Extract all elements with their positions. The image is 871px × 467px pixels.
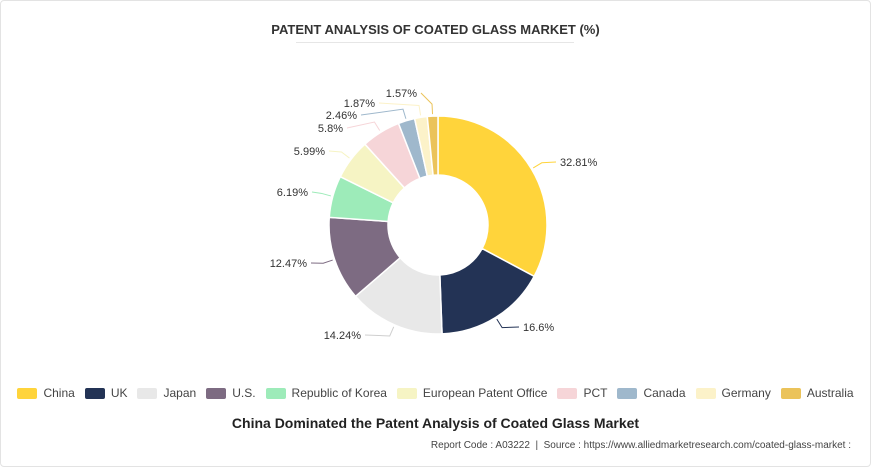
legend-swatch: [557, 387, 578, 399]
data-label-germany: 1.87%: [344, 98, 375, 110]
source-label: Source :: [543, 440, 581, 451]
data-label-u-s: 12.47%: [270, 258, 308, 270]
legend-item-australia[interactable]: Australia: [780, 386, 854, 400]
legend-item-japan[interactable]: Japan: [137, 386, 196, 400]
title-underline: [296, 42, 574, 43]
data-label-european-patent-office: 5.99%: [294, 146, 325, 158]
legend-swatch: [84, 387, 105, 399]
donut-chart: 32.81% 16.6% 14.24% 12.47% 6.19% 5.99% 5.8%2.4…: [270, 88, 598, 342]
legend-swatch: [137, 387, 158, 399]
legend-swatch: [695, 387, 716, 399]
report-footer: Report Code : A03222 | Source : https://…: [431, 440, 851, 451]
data-label-uk: 16.6%: [523, 322, 554, 334]
data-label-china: 32.81%: [560, 157, 598, 169]
leader-line-pct: [346, 121, 381, 131]
legend-swatch: [17, 387, 38, 399]
data-label-republic-of-korea: 6.19%: [277, 187, 308, 199]
legend-label: China: [43, 386, 75, 400]
legend-item-u-s[interactable]: U.S.: [206, 386, 256, 400]
leader-line-germany: [378, 102, 422, 116]
source-url: https://www.alliedmarketresearch.com/coa…: [583, 440, 851, 451]
data-label-canada: 2.46%: [326, 110, 357, 122]
legend-label: Japan: [163, 386, 197, 400]
chart-title: PATENT ANALYSIS OF COATED GLASS MARKET (…: [271, 22, 600, 37]
legend-label: Republic of Korea: [291, 386, 387, 400]
chart-legend: China UK Japan U.S. Republic of Korea Europea…: [0, 386, 871, 400]
slice-australia[interactable]: [426, 115, 439, 177]
legend-item-canada[interactable]: Canada: [617, 386, 686, 400]
data-label-japan: 14.24%: [324, 330, 362, 342]
report-code: A03222: [495, 440, 530, 451]
legend-label: Canada: [643, 386, 686, 400]
leader-line-uk: [496, 318, 520, 329]
legend-item-pct[interactable]: PCT: [557, 386, 607, 400]
legend-item-china[interactable]: China: [17, 386, 75, 400]
legend-label: Australia: [806, 386, 854, 400]
legend-label: European Patent Office: [422, 386, 548, 400]
legend-swatch: [265, 387, 286, 399]
slice-uk[interactable]: [439, 247, 536, 335]
legend-item-germany[interactable]: Germany: [695, 386, 771, 400]
legend-item-republic-of-korea[interactable]: Republic of Korea: [265, 386, 387, 400]
leader-line-european-patent-office: [328, 150, 350, 159]
chart-caption: China Dominated the Patent Analysis of C…: [231, 415, 640, 431]
leader-line-u-s: [310, 259, 333, 264]
data-label-australia: 1.57%: [386, 88, 417, 100]
legend-label: UK: [110, 386, 128, 400]
legend-label: Germany: [721, 386, 771, 400]
footer-separator: |: [535, 440, 539, 451]
legend-item-uk[interactable]: UK: [84, 386, 128, 400]
legend-label: PCT: [583, 386, 608, 400]
leader-line-china: [532, 161, 557, 169]
legend-swatch: [617, 387, 638, 399]
report-code-label: Report Code :: [430, 440, 494, 451]
legend-item-european-patent-office[interactable]: European Patent Office: [396, 386, 548, 400]
legend-swatch: [396, 387, 417, 399]
legend-label: U.S.: [232, 386, 256, 400]
leader-line-republic-of-korea: [311, 191, 332, 197]
slice-china[interactable]: [437, 115, 548, 278]
leader-line-canada: [360, 108, 407, 119]
leader-line-australia: [420, 92, 434, 115]
data-label-pct: 5.8%: [318, 123, 343, 135]
legend-swatch: [780, 387, 801, 399]
leader-line-japan: [364, 326, 395, 337]
legend-swatch: [206, 387, 227, 399]
